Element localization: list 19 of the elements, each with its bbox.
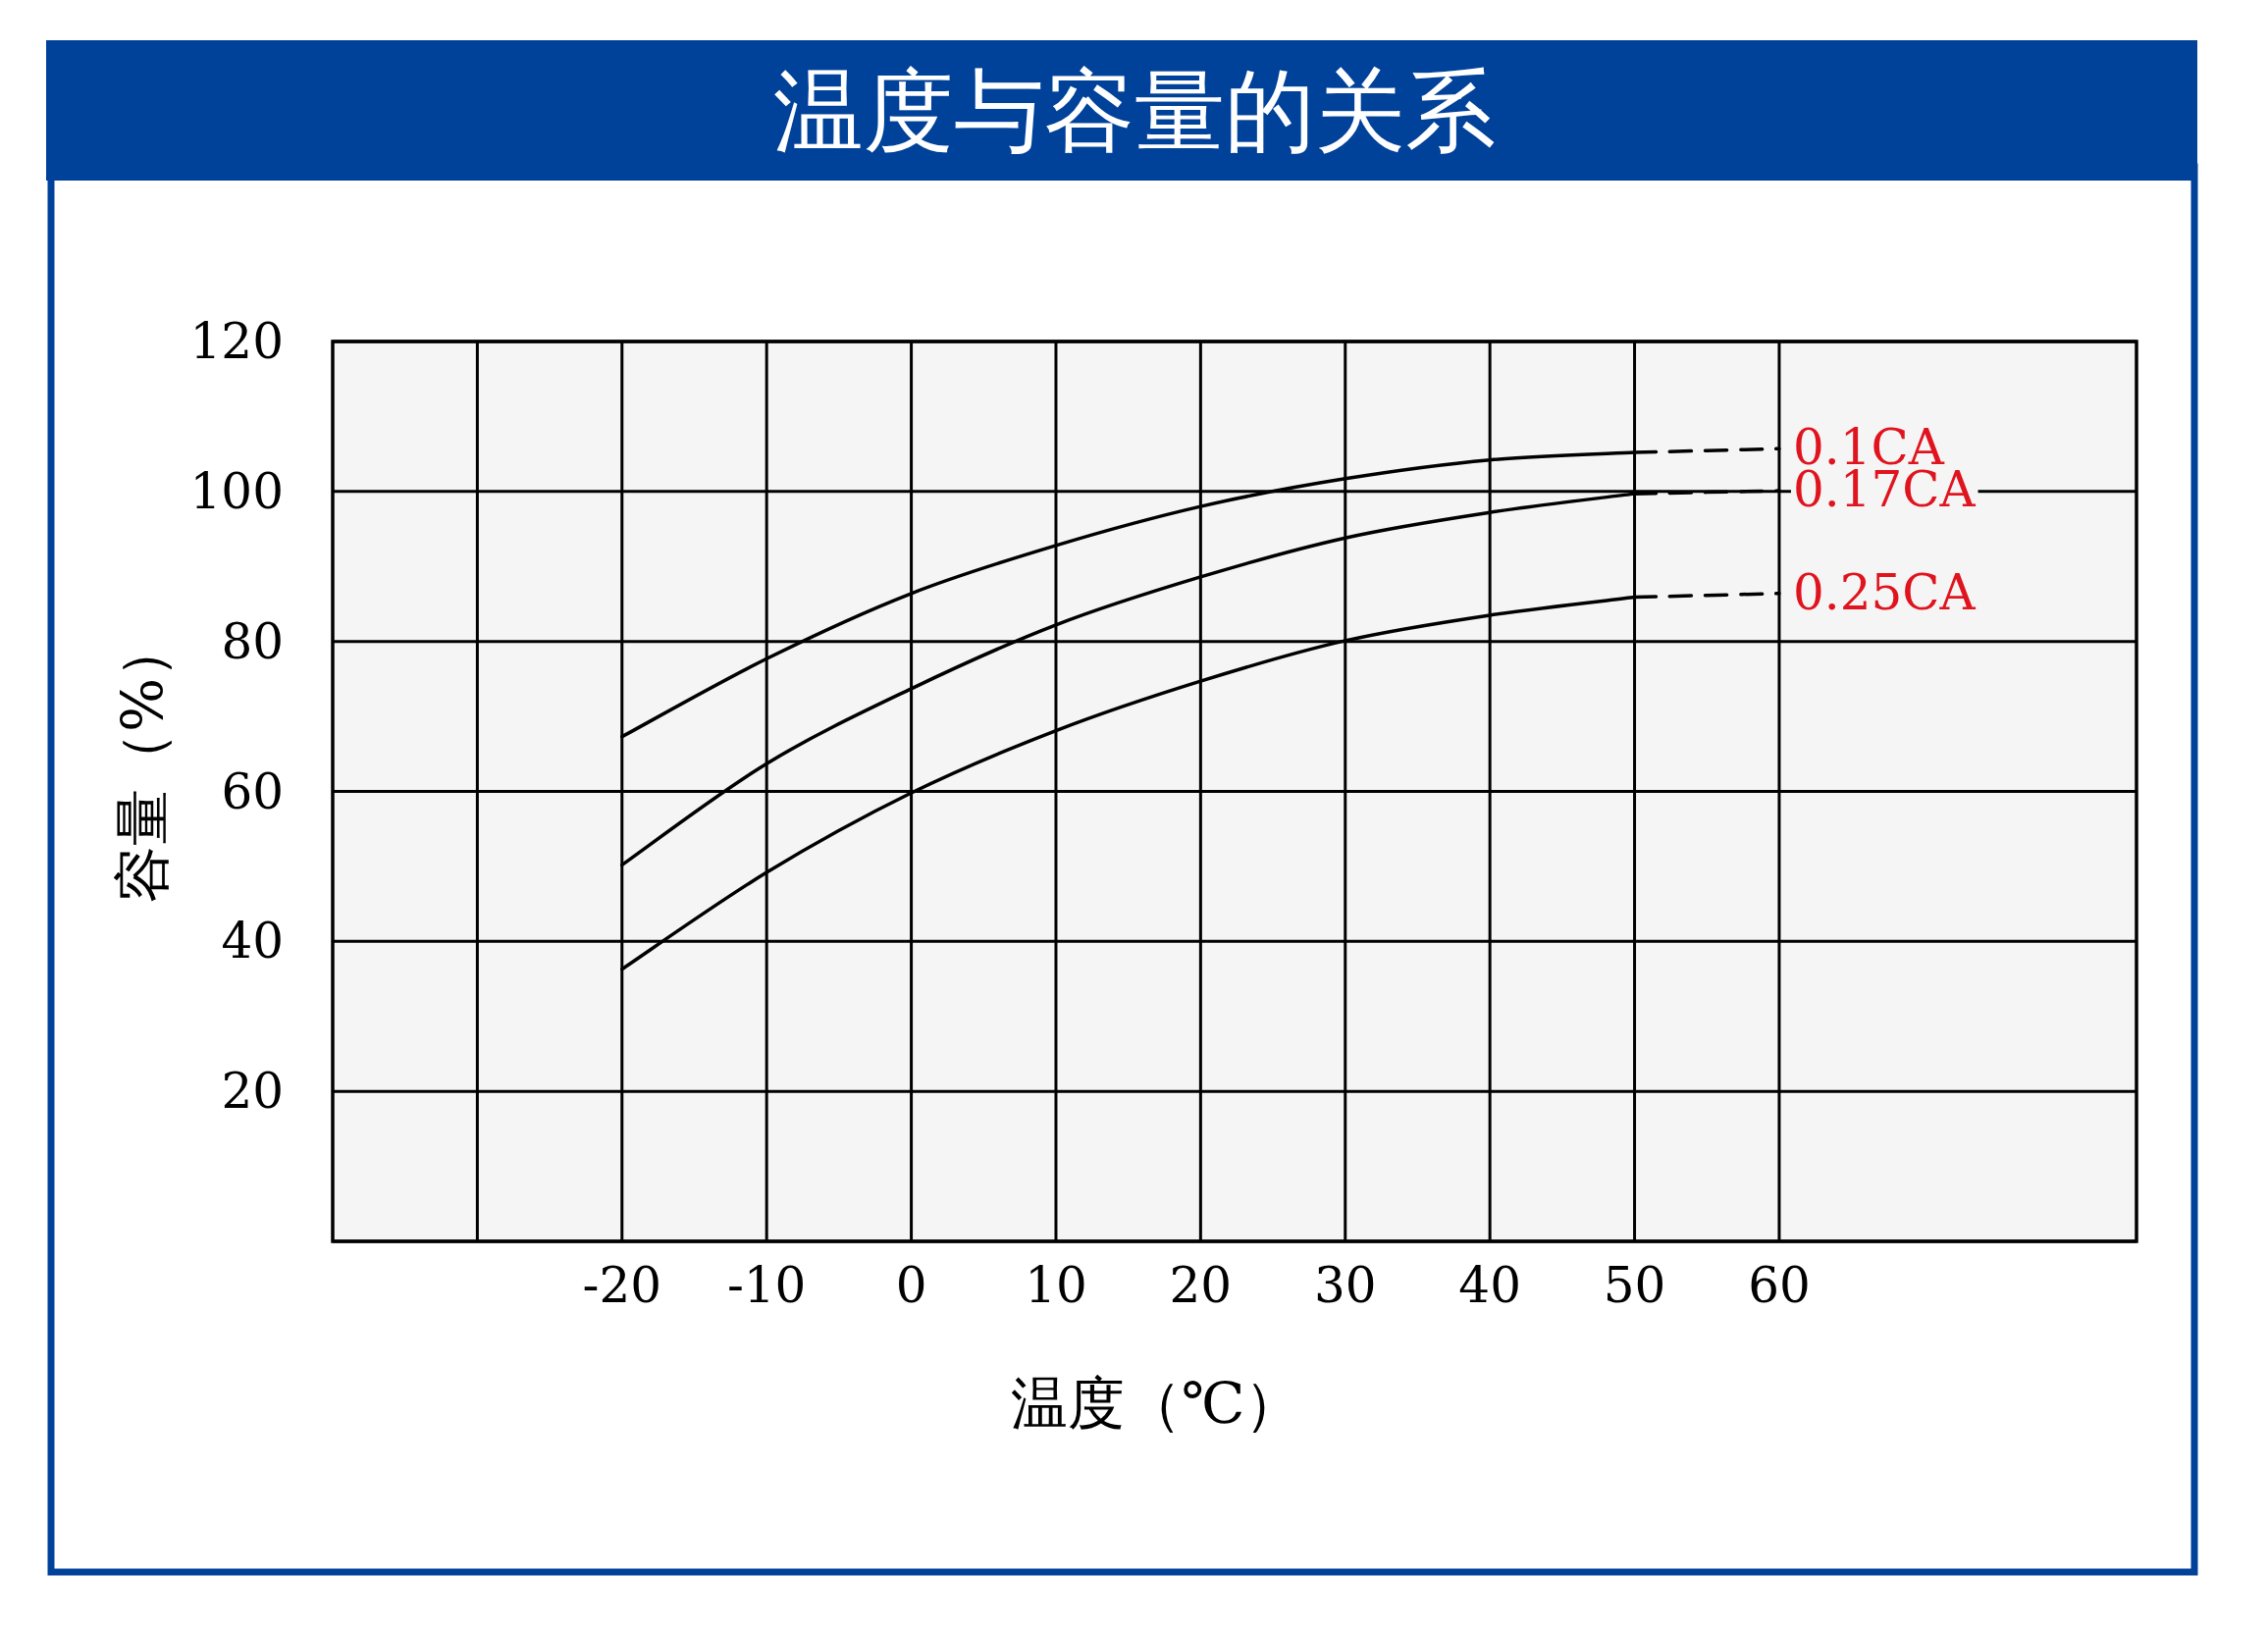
y-tick-label: 60 [221, 762, 284, 820]
y-tick-label: 40 [221, 913, 284, 970]
y-tick-label: 120 [189, 313, 284, 370]
x-tick-label: 60 [1748, 1257, 1811, 1314]
x-tick-label: -20 [582, 1257, 662, 1314]
chart-title: 温度与容量的关系 [772, 59, 1496, 164]
x-tick-label: 10 [1025, 1257, 1087, 1314]
x-tick-label: 0 [895, 1257, 927, 1314]
series-label: 0.25CA [1792, 563, 1977, 621]
x-tick-label: 50 [1603, 1257, 1666, 1314]
y-tick-label: 100 [189, 462, 284, 520]
x-tick-label: 30 [1313, 1257, 1377, 1314]
y-axis-title: 容量（%） [109, 620, 176, 904]
x-tick-label: -10 [726, 1257, 807, 1314]
x-tick-label: 20 [1169, 1257, 1233, 1314]
y-tick-label: 20 [221, 1063, 284, 1121]
y-tick-label: 80 [221, 612, 284, 670]
x-tick-label: 40 [1458, 1257, 1521, 1314]
x-axis-title: 温度（℃） [1010, 1370, 1302, 1437]
